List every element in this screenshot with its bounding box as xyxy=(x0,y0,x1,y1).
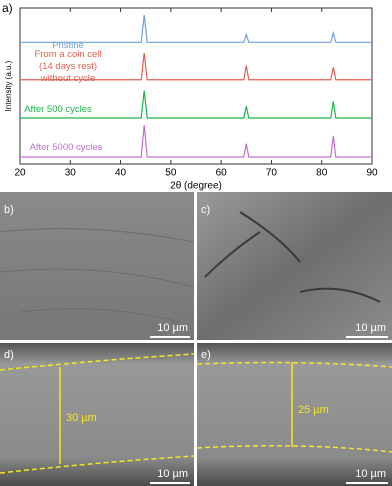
xrd-chart: a) 2θ (degree) Intensity (a.u.) 20 30 40 50… xyxy=(2,1,378,192)
x-tick-label: 70 xyxy=(266,168,278,179)
panel-label: c) xyxy=(201,204,210,216)
series-label: After 5000 cycles xyxy=(29,142,103,153)
xrd-line xyxy=(20,14,372,43)
panel-label: a) xyxy=(2,1,13,15)
xrd-line xyxy=(20,90,372,119)
panel-label: b) xyxy=(4,204,14,216)
scale-bar-label: 10 µm xyxy=(355,468,386,480)
panel-label: e) xyxy=(201,349,211,361)
thickness-label: 30 µm xyxy=(66,412,97,424)
x-tick-label: 50 xyxy=(165,168,177,179)
series-label: From a coin cell (14 days rest) without … xyxy=(34,49,102,84)
boundary-lines xyxy=(0,353,392,474)
x-tick-label: 40 xyxy=(115,168,127,179)
image-d xyxy=(0,343,194,486)
image-c xyxy=(197,192,392,340)
xrd-line xyxy=(20,53,372,81)
sem-images: b) 10 µm c) 10 µm d) 10 µm 30 µm e) 10 µ… xyxy=(0,192,392,486)
texture xyxy=(0,228,195,323)
scale-bar-label: 10 µm xyxy=(355,322,386,334)
x-axis-label: 2θ (degree) xyxy=(170,181,222,192)
scale-bar-label: 10 µm xyxy=(157,322,188,334)
texture xyxy=(204,211,381,303)
image-b xyxy=(0,192,194,340)
x-tick-label: 20 xyxy=(14,168,26,179)
series-label: Pristine xyxy=(52,40,84,51)
scale-bars xyxy=(150,336,388,484)
series-label: After 500 cycles xyxy=(24,104,92,115)
x-tick-label: 80 xyxy=(316,168,328,179)
panel-label: d) xyxy=(4,349,14,361)
image-e xyxy=(197,343,392,486)
thickness-label: 25 µm xyxy=(298,404,329,416)
plot-frame xyxy=(19,7,373,165)
y-axis-label: Intensity (a.u.) xyxy=(4,60,13,111)
scale-bar-label: 10 µm xyxy=(157,468,188,480)
xrd-line xyxy=(20,124,372,158)
x-tick-label: 30 xyxy=(65,168,77,179)
thickness-arrows xyxy=(59,362,293,464)
x-tick-label: 60 xyxy=(216,168,228,179)
x-tick-label: 90 xyxy=(366,168,378,179)
